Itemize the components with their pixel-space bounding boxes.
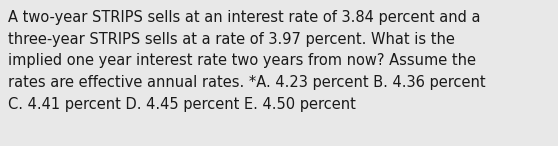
- Text: A two-year STRIPS sells at an interest rate of 3.84 percent and a
three-year STR: A two-year STRIPS sells at an interest r…: [8, 10, 486, 112]
